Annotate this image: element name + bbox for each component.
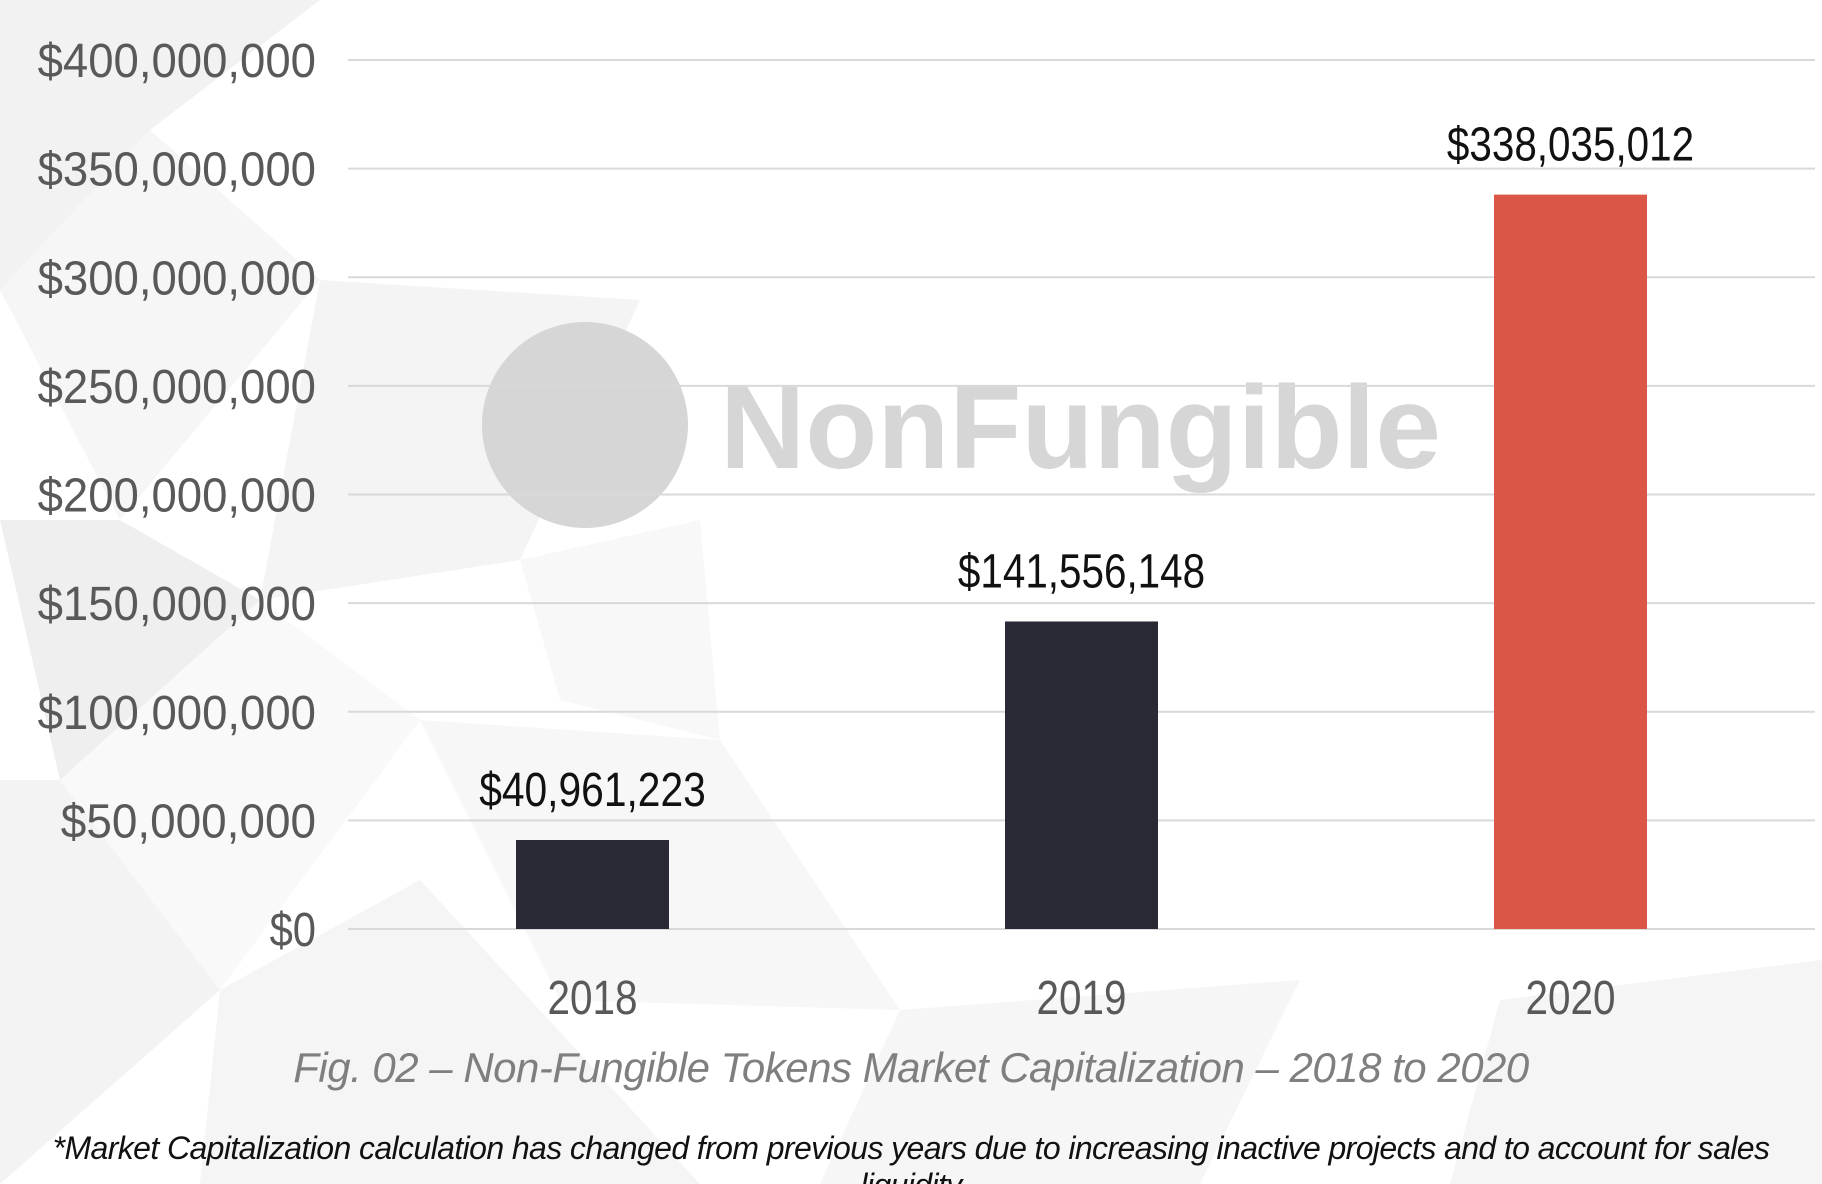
nonfungible-logo-icon [482,322,688,528]
y-tick-label: $200,000,000 [38,470,316,523]
data-label-2020: $338,035,012 [1447,119,1694,172]
data-label-2019: $141,556,148 [958,545,1205,598]
bar-2020 [1494,194,1647,929]
y-tick-label: $300,000,000 [38,252,316,305]
x-tick-label-2019: 2019 [1037,972,1127,1025]
y-tick-label: $400,000,000 [38,35,316,88]
bars [516,194,1647,929]
y-tick-label: $0 [270,904,316,957]
footnote: *Market Capitalization calculation has c… [52,1130,1770,1184]
x-tick-label-2018: 2018 [548,972,638,1025]
bar-2018 [516,840,669,929]
bar-2019 [1005,621,1158,929]
y-tick-label: $150,000,000 [38,578,316,631]
y-tick-label: $350,000,000 [38,144,316,197]
y-axis-ticks: $0 $50,000,000 $100,000,000 $150,000,000 $20… [38,35,316,957]
y-tick-label: $50,000,000 [61,795,316,848]
y-tick-label: $100,000,000 [38,687,316,740]
watermark-text: NonFungible [720,362,1441,494]
x-axis-ticks: 2018 2019 2020 [548,972,1616,1025]
y-tick-label: $250,000,000 [38,361,316,414]
data-labels: $40,961,223 $141,556,148 $338,035,012 [479,119,1694,817]
data-label-2018: $40,961,223 [479,764,706,817]
watermark: NonFungible [482,322,1441,528]
figure-caption: Fig. 02 – Non-Fungible Tokens Market Cap… [293,1044,1529,1091]
x-tick-label-2020: 2020 [1526,972,1616,1025]
